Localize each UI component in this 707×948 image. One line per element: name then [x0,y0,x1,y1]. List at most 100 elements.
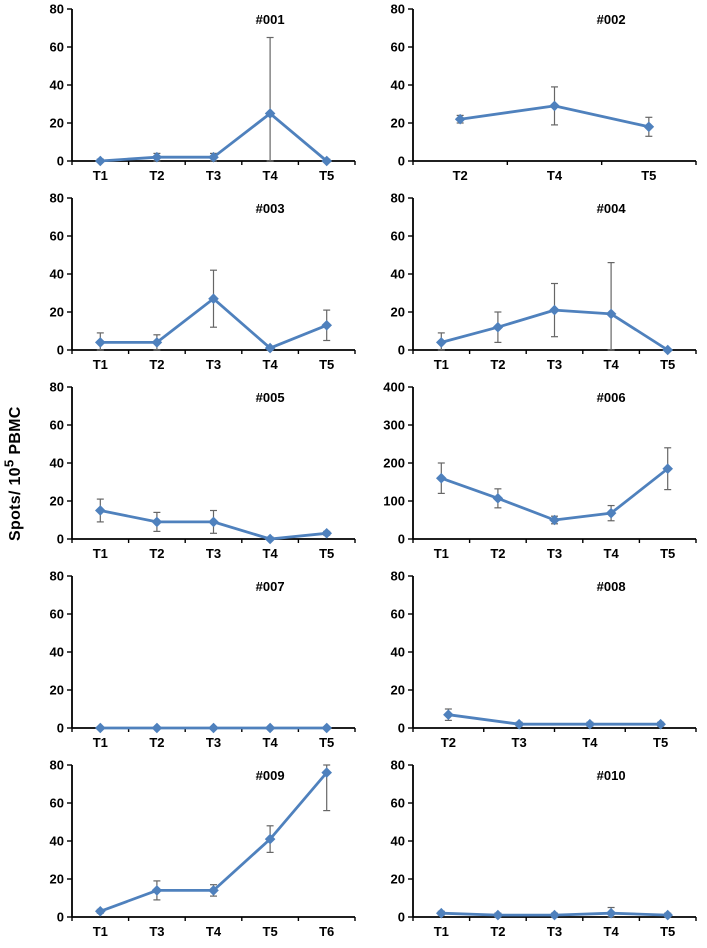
svg-text:100: 100 [383,494,405,509]
chart-title: #004 [597,201,627,216]
chart-006: 0 100 200 300 400 T1 T2 T3 T4 T5 #006 [367,378,707,567]
svg-text:60: 60 [391,229,405,244]
svg-text:T5: T5 [319,168,334,183]
chart-005: 0 20 40 60 80 T1 T2 T3 T4 T5 #005 [26,378,366,567]
svg-text:T5: T5 [641,168,656,183]
svg-text:80: 80 [50,569,64,584]
svg-text:60: 60 [50,229,64,244]
svg-text:80: 80 [391,191,405,206]
chart-svg-010: 0 20 40 60 80 T1 T2 T3 T4 T5 #010 [391,758,697,939]
chart-title: #006 [597,390,626,405]
y-axis-label: Spots/ 105 PBMC [0,0,26,948]
svg-text:T3: T3 [206,546,221,561]
svg-text:20: 20 [391,683,405,698]
svg-text:T4: T4 [206,924,222,939]
chart-svg-001: 0 20 40 60 80 T1 T2 T3 T4 T5 #001 [50,2,356,183]
svg-text:T3: T3 [547,357,562,372]
chart-title: #001 [256,12,285,27]
chart-title: #008 [597,579,626,594]
svg-text:T5: T5 [660,357,675,372]
svg-text:T5: T5 [660,924,675,939]
svg-text:20: 20 [391,116,405,131]
chart-svg-009: 0 20 40 60 80 T1 T3 T4 T5 T6 #009 [50,758,356,939]
svg-text:T1: T1 [93,735,108,750]
svg-text:T4: T4 [263,168,279,183]
svg-text:60: 60 [391,607,405,622]
chart-svg-005: 0 20 40 60 80 T1 T2 T3 T4 T5 #005 [50,380,356,561]
svg-text:T3: T3 [547,924,562,939]
chart-003: 0 20 40 60 80 T1 T2 T3 T4 T5 #003 [26,189,366,378]
svg-text:60: 60 [50,796,64,811]
svg-text:T5: T5 [319,546,334,561]
chart-010: 0 20 40 60 80 T1 T2 T3 T4 T5 #010 [367,756,707,945]
svg-text:T3: T3 [149,924,164,939]
svg-text:0: 0 [57,532,64,547]
chart-title: #007 [256,579,285,594]
svg-text:80: 80 [391,2,405,17]
svg-text:40: 40 [391,267,405,282]
svg-text:0: 0 [398,343,405,358]
chart-svg-008: 0 20 40 60 80 T2 T3 T4 T5 #008 [391,569,697,750]
svg-text:T4: T4 [604,357,620,372]
svg-text:T1: T1 [434,357,449,372]
chart-009: 0 20 40 60 80 T1 T3 T4 T5 T6 #009 [26,756,366,945]
svg-text:T5: T5 [653,735,668,750]
svg-text:T1: T1 [93,168,108,183]
svg-text:T3: T3 [206,168,221,183]
chart-svg-006: 0 100 200 300 400 T1 T2 T3 T4 T5 #006 [383,380,697,561]
chart-svg-003: 0 20 40 60 80 T1 T2 T3 T4 T5 #003 [50,191,356,372]
svg-text:60: 60 [50,40,64,55]
chart-svg-004: 0 20 40 60 80 T1 T2 T3 T4 T5 #004 [391,191,697,372]
svg-text:T1: T1 [93,924,108,939]
svg-text:T2: T2 [490,924,505,939]
svg-text:T5: T5 [263,924,278,939]
chart-title: #009 [256,768,285,783]
svg-text:T2: T2 [441,735,456,750]
svg-text:60: 60 [50,418,64,433]
svg-text:T2: T2 [149,357,164,372]
svg-text:T3: T3 [512,735,527,750]
chart-001: 0 20 40 60 80 T1 T2 T3 T4 T5 #001 [26,0,366,189]
svg-text:T1: T1 [434,924,449,939]
svg-text:T4: T4 [582,735,598,750]
svg-text:80: 80 [391,569,405,584]
svg-text:T2: T2 [149,168,164,183]
svg-text:20: 20 [391,305,405,320]
svg-text:20: 20 [50,305,64,320]
chart-svg-007: 0 20 40 60 80 T1 T2 T3 T4 T5 #007 [50,569,356,750]
chart-title: #003 [256,201,285,216]
chart-title: #010 [597,768,626,783]
svg-text:20: 20 [50,872,64,887]
svg-text:300: 300 [383,418,405,433]
svg-text:0: 0 [398,532,405,547]
charts-grid: 0 20 40 60 80 T1 T2 T3 T4 T5 #001 0 20 40 60 80 T2 T4 T5 #0… [26,0,707,948]
svg-text:20: 20 [50,116,64,131]
chart-title: #002 [597,12,626,27]
svg-text:T6: T6 [319,924,334,939]
svg-text:40: 40 [50,456,64,471]
svg-text:40: 40 [50,267,64,282]
svg-text:T2: T2 [149,735,164,750]
svg-text:T2: T2 [453,168,468,183]
svg-text:80: 80 [391,758,405,773]
svg-text:T4: T4 [263,546,279,561]
svg-text:80: 80 [50,380,64,395]
svg-text:T3: T3 [206,735,221,750]
svg-text:0: 0 [398,910,405,925]
svg-text:60: 60 [391,796,405,811]
svg-text:T2: T2 [490,357,505,372]
chart-007: 0 20 40 60 80 T1 T2 T3 T4 T5 #007 [26,567,366,756]
chart-svg-002: 0 20 40 60 80 T2 T4 T5 #002 [391,2,697,183]
svg-text:T4: T4 [263,357,279,372]
svg-text:20: 20 [391,872,405,887]
svg-text:T1: T1 [93,357,108,372]
svg-text:20: 20 [50,494,64,509]
svg-text:40: 40 [391,645,405,660]
svg-text:40: 40 [391,78,405,93]
svg-text:0: 0 [57,910,64,925]
svg-text:T5: T5 [660,546,675,561]
svg-text:T2: T2 [490,546,505,561]
svg-text:T4: T4 [604,924,620,939]
chart-004: 0 20 40 60 80 T1 T2 T3 T4 T5 #004 [367,189,707,378]
